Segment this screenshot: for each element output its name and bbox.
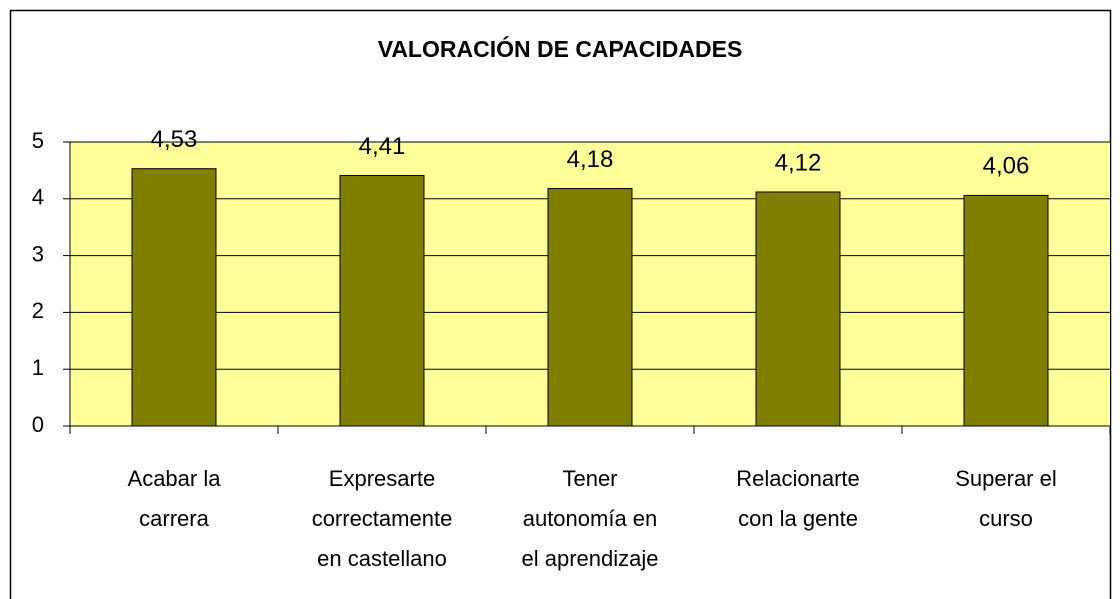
y-tick-label: 3: [32, 241, 44, 266]
y-tick-label: 0: [32, 412, 44, 437]
x-tick-label: Relacionarte con la gente: [736, 466, 860, 531]
bar: [131, 168, 217, 427]
y-tick-label: 4: [32, 185, 44, 210]
bar: [547, 188, 633, 427]
x-tick-label: Expresarte correctamente en castellano: [312, 466, 453, 571]
bar: [339, 175, 425, 427]
data-label: 4,06: [983, 153, 1030, 180]
data-label: 4,18: [567, 146, 614, 173]
bar: [963, 194, 1049, 427]
y-tick-label: 2: [32, 298, 44, 323]
x-tick-label: Tener autonomía en el aprendizaje: [522, 466, 659, 571]
data-label: 4,53: [151, 126, 198, 153]
x-tick-label: Superar el curso: [955, 466, 1057, 531]
data-label: 4,41: [359, 133, 406, 160]
y-tick-label: 1: [32, 355, 44, 380]
x-tick-label: Acabar la carrera: [128, 466, 222, 531]
y-tick-label: 5: [32, 128, 44, 153]
chart-title: VALORACIÓN DE CAPACIDADES: [378, 35, 743, 62]
bar: [755, 191, 841, 427]
data-label: 4,12: [775, 149, 822, 176]
